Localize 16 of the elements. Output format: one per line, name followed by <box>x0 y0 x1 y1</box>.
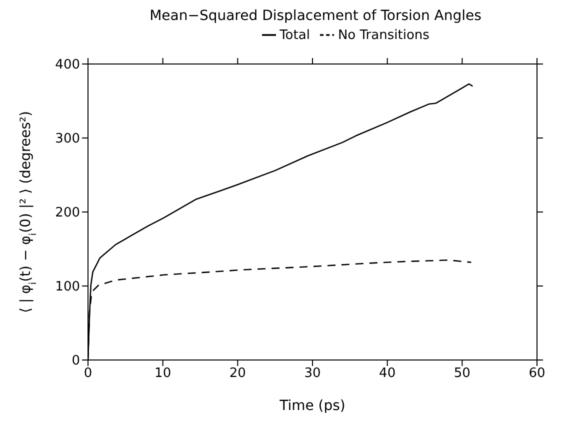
y-tick-label: 200 <box>55 206 80 221</box>
y-tick-label: 300 <box>55 132 80 147</box>
x-tick-label: 30 <box>304 366 321 382</box>
x-tick-label: 40 <box>379 366 396 382</box>
legend-label: No Transitions <box>338 28 430 43</box>
chart-title: Mean−Squared Displacement of Torsion Angles <box>148 8 482 24</box>
y-tick-label: 0 <box>72 354 80 369</box>
x-tick-label: 50 <box>454 366 470 382</box>
x-tick-label: 60 <box>528 366 546 382</box>
x-tick-label: 10 <box>154 366 172 382</box>
legend-label: Total <box>280 28 310 43</box>
x-tick-label: 0 <box>84 366 92 382</box>
x-axis-title: Time (ps) <box>278 398 346 414</box>
y-tick-label: 100 <box>55 280 80 295</box>
y-tick-label: 400 <box>55 58 80 73</box>
x-tick-label: 20 <box>229 366 246 382</box>
